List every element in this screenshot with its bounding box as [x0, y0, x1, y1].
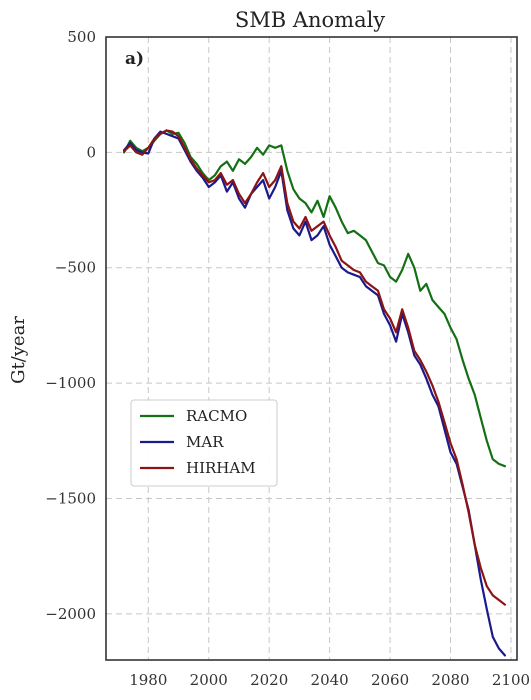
plot-frame: [105, 36, 518, 661]
y-tick-label: −500: [55, 259, 96, 277]
series-line-hirham: [122, 129, 506, 606]
y-tick-labels: 500 0 −500 −1000 −1500 −2000: [45, 28, 96, 623]
chart-title: SMB Anomaly: [235, 8, 385, 32]
legend-label-racmo: RACMO: [186, 407, 247, 425]
y-tick-label: −1000: [45, 374, 96, 392]
x-tick-label: 2020: [250, 671, 288, 689]
y-tick-label: −2000: [45, 605, 96, 623]
x-tick-label: 1980: [129, 671, 167, 689]
x-tick-label: 2000: [190, 671, 228, 689]
y-tick-label: 0: [86, 143, 96, 161]
x-tick-label: 2040: [311, 671, 349, 689]
x-tick-labels: 1980 2000 2020 2040 2060 2080 2100: [129, 671, 530, 689]
series-line-mar: [122, 130, 506, 657]
series-layer: [122, 129, 506, 657]
legend: RACMO MAR HIRHAM: [130, 399, 278, 487]
legend-label-hirham: HIRHAM: [186, 459, 256, 477]
y-tick-label: −1500: [45, 489, 96, 507]
series-line-racmo: [122, 129, 506, 468]
x-tick-label: 2080: [431, 671, 469, 689]
x-tick-label: 2060: [371, 671, 409, 689]
legend-box: [130, 399, 278, 487]
y-tick-label: 500: [67, 28, 96, 46]
y-axis-label: Gt/year: [8, 316, 29, 384]
panel-label: a): [125, 49, 144, 69]
legend-label-mar: MAR: [186, 433, 224, 451]
x-tick-label: 2100: [492, 671, 530, 689]
grid-layer: [106, 36, 517, 660]
